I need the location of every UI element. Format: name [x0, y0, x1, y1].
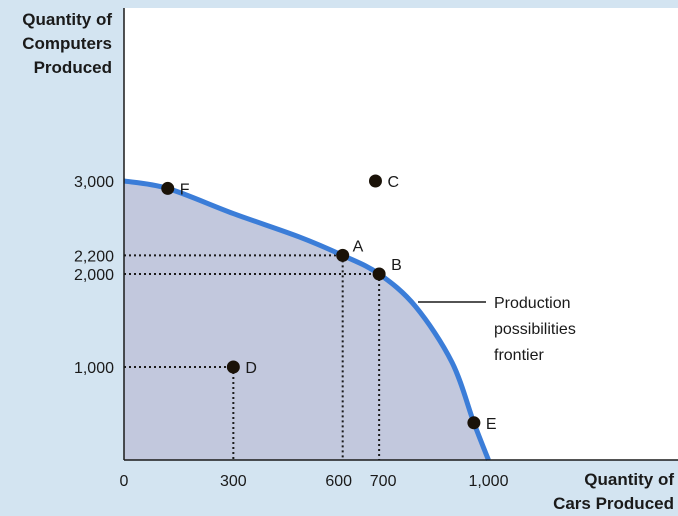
y-axis-label: Quantity of Computers Produced — [4, 8, 112, 80]
point-label-D: D — [245, 360, 257, 377]
frontier-line — [123, 178, 491, 461]
y-tick-label-1: 2,000 — [74, 267, 114, 284]
point-C — [368, 174, 382, 188]
x-tick-label-3: 700 — [370, 473, 397, 490]
point-label-A: A — [353, 238, 364, 255]
x-axis-label-line-2: Cars Produced — [553, 494, 674, 513]
point-A — [336, 248, 350, 262]
y-tick-label-0: 1,000 — [74, 360, 114, 377]
x-tick-label-2: 600 — [325, 473, 352, 490]
x-tick-label-1: 300 — [220, 473, 247, 490]
point-F — [161, 181, 175, 195]
point-D — [226, 360, 240, 374]
frontier-annotation-line-3: frontier — [494, 347, 544, 364]
frontier-annotation-line-1: Production — [494, 295, 571, 312]
frontier-area — [124, 180, 489, 460]
y-axis-label-line-2: Computers — [22, 34, 112, 53]
y-tick-label-2: 2,200 — [74, 248, 114, 265]
frontier-annotation-line-2: possibilities — [494, 321, 576, 338]
point-label-B: B — [391, 257, 402, 274]
point-B — [372, 267, 386, 281]
point-label-C: C — [387, 174, 399, 191]
point-E — [467, 416, 481, 430]
y-tick-label-3: 3,000 — [74, 174, 114, 191]
point-label-E: E — [486, 416, 497, 433]
x-axis-label: Quantity of Cars Produced — [504, 468, 674, 516]
x-tick-label-0: 0 — [120, 473, 129, 490]
x-axis-label-line-1: Quantity of — [584, 470, 674, 489]
y-axis-label-line-3: Produced — [33, 58, 112, 77]
point-label-F: F — [180, 181, 190, 198]
x-tick-label-4: 1,000 — [468, 473, 508, 490]
y-axis-label-line-1: Quantity of — [22, 10, 112, 29]
